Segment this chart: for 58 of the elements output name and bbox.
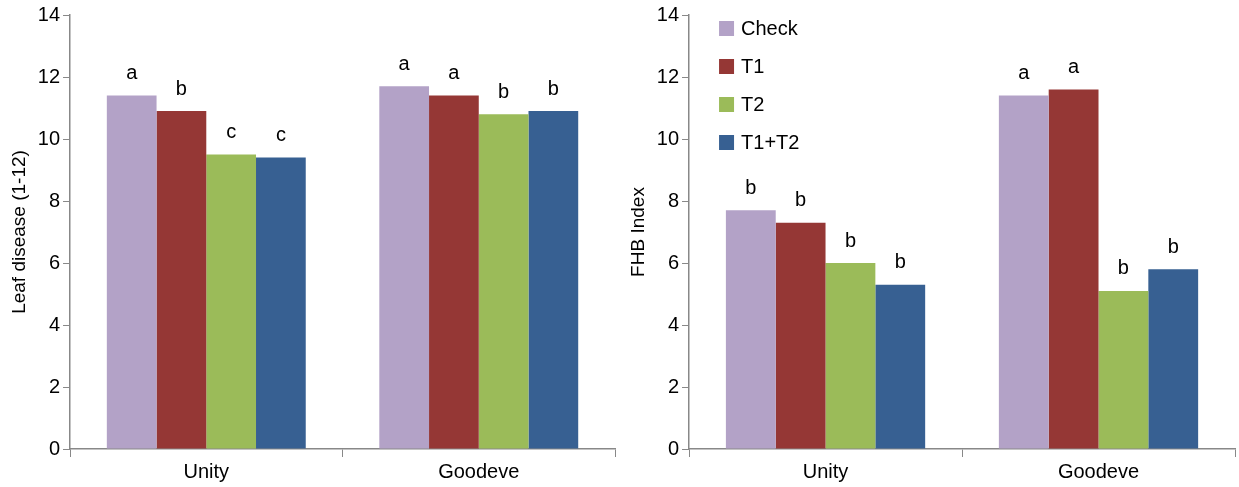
y-axis-title: FHB Index — [626, 186, 648, 277]
bar — [206, 154, 257, 449]
y-tick-label: 4 — [48, 312, 61, 335]
y-tick-label: 8 — [48, 188, 61, 211]
y-tick-label: 6 — [48, 250, 61, 273]
data-label: b — [547, 76, 559, 99]
y-tick-label: 2 — [48, 374, 61, 397]
bar — [528, 111, 579, 449]
y-tick-label: 8 — [667, 188, 680, 211]
bar — [1048, 89, 1099, 449]
legend-label: T1 — [741, 54, 765, 77]
bar — [1098, 290, 1149, 449]
y-tick-label: 12 — [656, 64, 680, 87]
y-tick-label: 4 — [667, 312, 680, 335]
data-label: b — [745, 175, 757, 198]
data-label: a — [398, 51, 411, 74]
y-tick-label: 6 — [667, 250, 680, 273]
data-label: b — [795, 188, 807, 211]
y-tick-label: 10 — [656, 126, 680, 149]
x-tick-label: Goodeve — [1057, 459, 1140, 482]
x-tick-label: Goodeve — [438, 459, 520, 482]
y-tick-label: 0 — [667, 436, 680, 459]
bar — [998, 95, 1049, 449]
data-label: a — [1018, 61, 1031, 84]
bar — [156, 111, 207, 449]
data-label: c — [226, 120, 237, 143]
bar — [478, 114, 529, 449]
bar — [725, 210, 776, 449]
data-label: b — [175, 76, 187, 99]
y-tick-label: 14 — [656, 2, 680, 25]
bar — [379, 86, 430, 449]
y-axis-title: Leaf disease (1-12) — [7, 150, 29, 314]
legend-label: T1+T2 — [741, 130, 800, 153]
x-tick-label: Unity — [183, 459, 230, 482]
bar — [106, 95, 157, 449]
bar — [775, 222, 826, 449]
data-label: b — [498, 79, 510, 102]
legend-label: Check — [741, 16, 799, 39]
bar — [875, 284, 926, 449]
data-label: b — [894, 250, 906, 273]
legend-label: T2 — [741, 92, 765, 115]
y-tick-label: 14 — [37, 2, 61, 25]
data-label: a — [1068, 54, 1081, 77]
data-label: b — [1167, 234, 1179, 257]
y-tick-label: 2 — [667, 374, 680, 397]
y-tick-label: 10 — [37, 126, 61, 149]
bar — [825, 263, 876, 449]
data-label: b — [844, 228, 857, 251]
data-label: b — [1117, 256, 1129, 279]
data-label: c — [275, 123, 286, 146]
data-label: a — [448, 61, 461, 84]
bar — [1148, 269, 1199, 449]
x-tick-label: Unity — [802, 459, 849, 482]
bar — [429, 95, 479, 449]
data-label: a — [126, 61, 139, 84]
y-tick-label: 0 — [48, 436, 61, 459]
bar — [256, 157, 306, 449]
y-tick-label: 12 — [37, 64, 61, 87]
